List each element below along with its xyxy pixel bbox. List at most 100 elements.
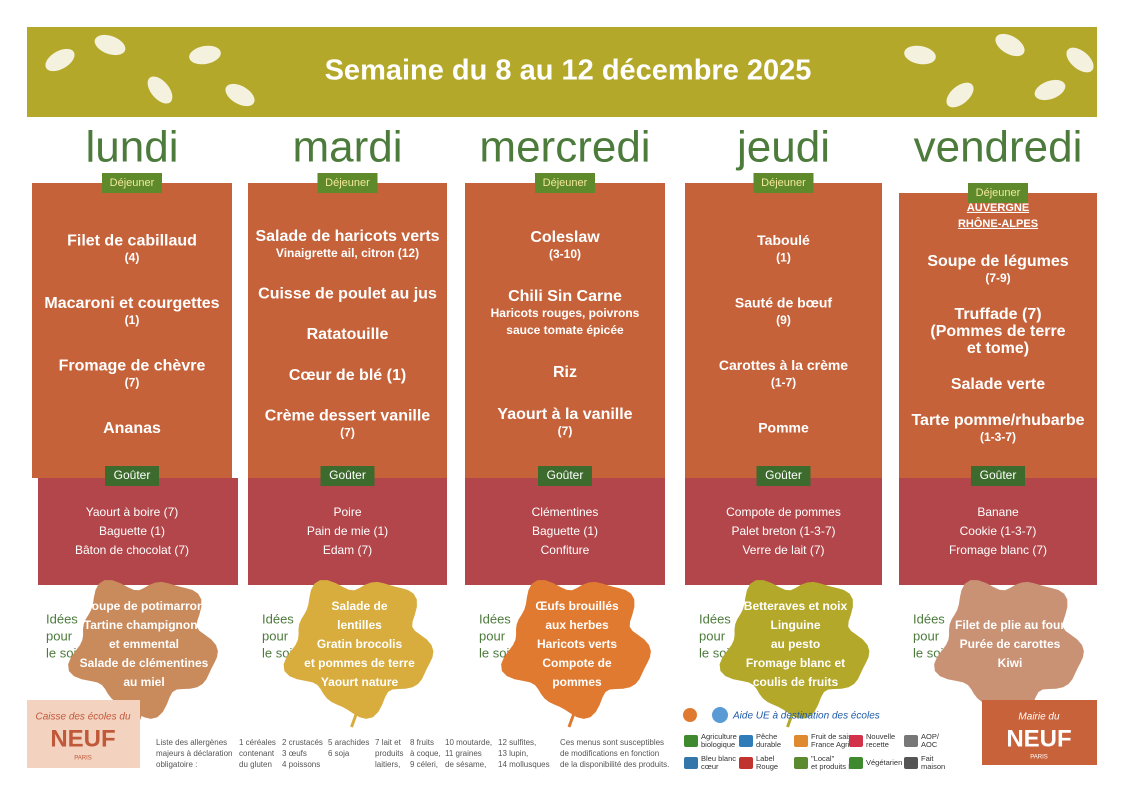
allergen-text: 9 céleri, [410,760,438,769]
evening-item: Fromage blanc et [746,656,845,670]
allergen-text: du gluten [239,760,272,769]
allergen-text: de modifications en fonction [560,749,659,758]
snack-item: Fromage blanc (7) [949,543,1047,557]
dish-detail: (1) [776,251,791,265]
legend-text: durable [756,740,781,749]
snack-label: Goûter [329,468,366,482]
evening-item: Compote de [542,656,612,670]
banner-leaf [995,33,1025,57]
legend-text: Rouge [756,762,778,771]
dish: Fromage de chèvre [59,357,206,374]
snack-item: Clémentines [532,505,599,519]
legend-icon [904,735,918,747]
lunch-box [465,183,665,478]
allergen-text: 1 céréales [239,738,276,747]
banner-leaf [147,76,173,104]
day-name: mardi [292,123,402,172]
allergen-text: obligatoire : [156,760,197,769]
allergen-text: 11 graines [445,749,482,758]
right-logo [982,700,1097,765]
dish: Ratatouille [307,326,389,343]
logo-text: NEUF [50,725,115,752]
evening-item: Gratin brocolis [317,637,403,651]
legend-text: France AgriMer [811,740,863,749]
evening-item: Yaourt nature [321,675,399,689]
leaf-stem [786,704,797,728]
lunch-tab [968,183,1028,203]
day-name: mercredi [479,123,650,172]
dish-detail: (7-9) [985,271,1010,285]
banner-leaf [189,45,221,65]
lunch-label: Déjeuner [761,177,806,189]
legend-icon [684,735,698,747]
dish: Carottes à la crème [719,357,848,373]
legend-text: biologique [701,740,735,749]
dish: Cœur de blé (1) [289,367,406,384]
snack-item: Poire [333,505,361,519]
lunch-box [685,183,882,478]
legend-text: Fait [921,754,934,763]
evening-item: pommes [552,675,602,689]
allergen-text: produits [375,749,403,758]
banner-leaf [225,83,255,107]
dish: Crème dessert vanille [265,408,431,425]
snack-item: Bâton de chocolat (7) [75,543,189,557]
legend-text: Agriculture [701,732,737,741]
evening-item: Soupe de potimarron [84,599,205,613]
legend-text: Pêche [756,732,777,741]
allergen-text: laitiers, [375,760,400,769]
legend-text: maison [921,762,945,771]
logo-text: Caisse des écoles du [35,712,130,723]
evening-item: Tartine champignons [84,618,205,632]
evening-item: Purée de carottes [960,637,1061,651]
evening-leaf [283,580,434,719]
legend-text: recette [866,740,889,749]
title: Semaine du 8 au 12 décembre 2025 [325,55,812,87]
dish-detail: (4) [125,251,140,265]
eu-icon [712,707,728,723]
region: RHÔNE-ALPES [958,217,1038,230]
dish-detail: (9) [776,313,791,327]
eu-icon [683,708,697,722]
evening-item: Salade de [331,599,387,613]
dish: Ananas [103,420,161,437]
banner-leaf [904,45,936,65]
dish-detail: (Pommes de terre [930,323,1065,340]
evening-item: coulis de fruits [753,675,839,689]
logo-text: NEUF [1006,725,1071,752]
snack-tab [971,466,1025,486]
dish: Sauté de bœuf [735,295,833,311]
dish: Tarte pomme/rhubarbe [911,412,1084,429]
snack-tab [538,466,592,486]
allergen-text: 12 sulfites, [498,738,536,747]
legend-text: et produits IDF [811,762,861,771]
legend-icon [794,735,808,747]
logo-text: PARIS [74,756,92,762]
dish: Filet de cabillaud [67,233,197,250]
evening-item: Œufs brouillés [535,599,619,613]
lunch-label: Déjeuner [325,177,370,189]
banner-leaf [1034,79,1066,101]
allergen-text: 4 poissons [282,760,320,769]
left-logo [27,700,140,768]
evening-item: Salade de clémentines [80,656,209,670]
allergen-text: 2 crustacés [282,738,323,747]
snack-item: Compote de pommes [726,505,841,519]
snack-box [685,478,882,585]
legend-text: AOP/ [921,732,940,741]
logo-text: PARIS [1030,755,1048,761]
legend-icon [794,757,808,769]
evening-item: Linguine [771,618,821,632]
dish: Salade de haricots verts [255,228,439,245]
evening-label: Idées [699,611,731,626]
legend-text: Label [756,754,775,763]
legend-text: "Local" [811,754,835,763]
evening-item: et emmental [109,637,179,651]
evening-leaf [501,580,651,719]
evening-item: au pesto [771,637,820,651]
dish-detail: (1) [125,313,140,327]
legend-icon [739,735,753,747]
allergen-text: 6 soja [328,749,350,758]
eu-aid: Aide UE à destination des écoles [732,711,880,722]
